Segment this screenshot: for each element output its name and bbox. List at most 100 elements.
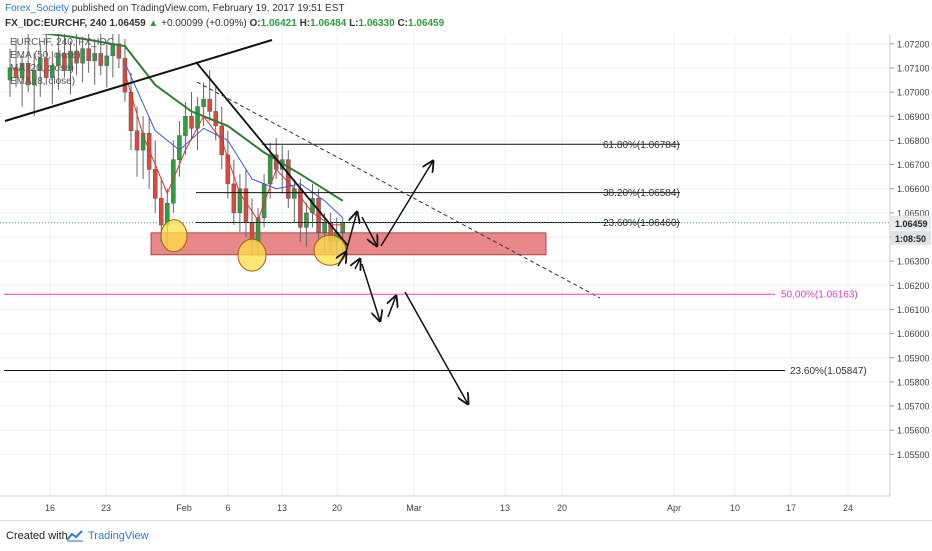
price-tick-label: 1.05600 — [897, 426, 930, 436]
candle[interactable] — [7, 67, 13, 81]
created-with-text: Created with — [6, 530, 68, 542]
projection-arrow[interactable] — [388, 296, 396, 318]
candle[interactable] — [159, 198, 164, 226]
candle[interactable] — [44, 58, 49, 78]
price-tick-label: 1.06500 — [897, 208, 930, 218]
last-price-tag-bg — [891, 215, 931, 230]
open-label: O: — [249, 18, 261, 29]
projection-arrow[interactable] — [404, 291, 468, 404]
time-tick-label: Feb — [176, 503, 192, 513]
candle[interactable] — [98, 53, 103, 66]
price-change: +0.00099 (+0.09%) — [161, 18, 247, 29]
candle[interactable] — [237, 188, 243, 214]
ema50-line[interactable] — [10, 34, 344, 202]
projection-arrow[interactable] — [361, 216, 377, 246]
time-tick-label: 13 — [277, 503, 287, 513]
descending-trendline[interactable] — [195, 61, 349, 247]
indicator-legend: EURCHF, 240, FX_IDC EMA (50, close) MA (… — [10, 36, 114, 88]
candle[interactable] — [122, 58, 128, 93]
candle[interactable] — [38, 58, 43, 71]
last-price: 1.06459 — [109, 18, 146, 29]
candle[interactable] — [286, 159, 291, 199]
candle[interactable] — [74, 50, 79, 64]
candle[interactable] — [50, 65, 55, 78]
candle[interactable] — [68, 50, 73, 71]
price-tick-label: 1.06200 — [897, 281, 930, 291]
projection-arrow[interactable] — [355, 259, 360, 269]
countdown-tag: 1:08:50 — [895, 234, 926, 244]
candle[interactable] — [231, 183, 237, 214]
change-arrow-icon: ▲ — [148, 18, 159, 29]
candle[interactable] — [316, 198, 321, 233]
candle[interactable] — [86, 48, 91, 61]
price-tick-label: 1.06900 — [897, 112, 930, 122]
price-tick-label: 1.06100 — [897, 305, 930, 315]
candle[interactable] — [267, 154, 273, 185]
candle[interactable] — [340, 222, 345, 233]
candle[interactable] — [19, 62, 25, 78]
price-tick-label: 1.05800 — [897, 377, 930, 387]
candle[interactable] — [80, 48, 85, 64]
candle[interactable] — [304, 212, 309, 228]
time-tick-label: 23 — [101, 503, 111, 513]
circled-low[interactable] — [160, 219, 188, 253]
candle[interactable] — [62, 53, 67, 71]
countdown-tag-bg — [891, 230, 931, 245]
candle[interactable] — [171, 159, 176, 204]
legend-ema8[interactable]: EMA (8, close) — [10, 76, 76, 87]
ascending-trendline[interactable] — [4, 39, 273, 122]
legend-series[interactable]: EURCHF, 240, FX_IDC — [10, 37, 114, 48]
candle[interactable] — [322, 222, 327, 233]
candle[interactable] — [31, 70, 37, 86]
candle[interactable] — [189, 116, 194, 129]
candle[interactable] — [243, 188, 249, 223]
candle[interactable] — [261, 183, 267, 218]
time-tick-label: 13 — [500, 503, 510, 513]
symbol-line: FX_IDC:EURCHF, 240 1.06459 ▲ +0.00099 (+… — [5, 18, 444, 29]
candle[interactable] — [225, 154, 231, 185]
dashed-trendline[interactable] — [196, 81, 601, 299]
tradingview-logo-icon[interactable] — [66, 529, 84, 543]
ema8-line[interactable] — [124, 72, 343, 226]
candle[interactable] — [134, 130, 140, 151]
candle[interactable] — [116, 43, 122, 59]
candle[interactable] — [56, 53, 61, 66]
price-tick-label: 1.05500 — [897, 450, 930, 460]
projection-arrow[interactable] — [361, 263, 380, 321]
price-tick-label: 1.06700 — [897, 160, 930, 170]
candle[interactable] — [177, 135, 182, 160]
close-label: C: — [397, 18, 409, 29]
candle[interactable] — [92, 53, 97, 61]
close-value: 1.06459 — [408, 18, 445, 29]
candle[interactable] — [207, 99, 212, 112]
candle[interactable] — [152, 169, 158, 199]
candle[interactable] — [201, 99, 206, 107]
candle[interactable] — [255, 217, 261, 243]
projection-arrow[interactable] — [380, 161, 433, 247]
candle[interactable] — [183, 116, 188, 136]
projection-arrow[interactable] — [338, 252, 346, 267]
price-tick-label: 1.06000 — [897, 329, 930, 339]
price-tick-label: 1.07000 — [897, 88, 930, 98]
price-tick-label: 1.05700 — [897, 402, 930, 412]
footer-bar: Created with TradingView — [0, 520, 932, 551]
legend-ma20[interactable]: MA (20, close) — [10, 63, 74, 74]
price-chart[interactable]: 1.07200 1.07100 1.07000 1.06900 1.06800 1.067… — [0, 34, 932, 520]
fib-level-label: 61.80%(1.06784) — [603, 140, 680, 151]
price-tick-label: 1.06800 — [897, 136, 930, 146]
candle[interactable] — [104, 55, 110, 66]
time-tick-label: 16 — [45, 503, 55, 513]
candle[interactable] — [13, 67, 19, 78]
author-link[interactable]: Forex_Society — [5, 3, 69, 14]
legend-ema50[interactable]: EMA (50, close) — [10, 50, 81, 61]
fib-level-label: 23.60%(1.05847) — [790, 366, 867, 377]
publish-text: published on TradingView.com, February 1… — [71, 3, 345, 14]
time-tick-label: Apr — [667, 503, 681, 513]
projection-arrow[interactable] — [345, 212, 357, 253]
circled-low[interactable] — [237, 238, 267, 272]
tradingview-brand-link[interactable]: TradingView — [88, 530, 149, 542]
candle[interactable] — [213, 111, 218, 127]
time-tick-label: 10 — [730, 503, 740, 513]
fib-level-label: 50.00%(1.06163) — [781, 290, 858, 301]
candle[interactable] — [25, 62, 31, 86]
